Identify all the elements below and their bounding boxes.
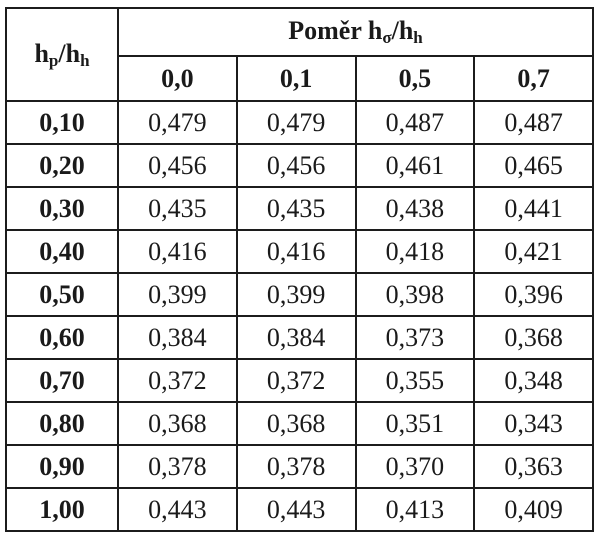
table-cell: 0,355 <box>354 358 476 403</box>
table-cell: 0,373 <box>354 315 476 360</box>
table-row: 0,70 0,372 0,372 0,355 0,348 <box>5 358 594 403</box>
group-header-sub2: h <box>413 28 423 47</box>
table-cell: 0,461 <box>354 143 476 188</box>
table-cell: 0,399 <box>235 272 357 317</box>
table-cell: 0,421 <box>473 229 594 274</box>
table-cell: 0,398 <box>354 272 476 317</box>
column-header: 0,0 <box>117 55 238 102</box>
corner-header-sub1: p <box>48 50 59 70</box>
table-cell: 0,456 <box>117 143 238 188</box>
row-header: 0,50 <box>5 272 119 317</box>
table-cell: 0,435 <box>235 186 357 231</box>
table-cell: 0,348 <box>473 358 594 403</box>
table-row: 0,40 0,416 0,416 0,418 0,421 <box>5 229 594 274</box>
table-cell: 0,372 <box>235 358 357 403</box>
ratio-table: hp/hh Poměr hσ/hh 0,0 0,1 0,5 0,7 0,10 0… <box>5 7 594 532</box>
table-cell: 0,396 <box>473 272 594 317</box>
table-cell: 0,456 <box>235 143 357 188</box>
table-cell: 0,351 <box>354 401 476 446</box>
column-header: 0,5 <box>354 55 476 102</box>
table-cell: 0,368 <box>235 401 357 446</box>
table-cell: 0,443 <box>235 487 357 532</box>
table-cell: 0,413 <box>354 487 476 532</box>
row-header: 0,80 <box>5 401 119 446</box>
row-header: 0,30 <box>5 186 119 231</box>
table-row: 1,00 0,443 0,443 0,413 0,409 <box>5 487 594 532</box>
table-cell: 0,465 <box>473 143 594 188</box>
table-cell: 0,384 <box>117 315 238 360</box>
group-header-slash: /h <box>391 16 414 45</box>
table-cell: 0,409 <box>473 487 594 532</box>
column-header: 0,7 <box>473 55 594 102</box>
column-header: 0,1 <box>235 55 357 102</box>
table-cell: 0,441 <box>473 186 594 231</box>
table-row: 0,60 0,384 0,384 0,373 0,368 <box>5 315 594 360</box>
row-header: 0,90 <box>5 444 119 489</box>
table-cell: 0,378 <box>117 444 238 489</box>
table-cell: 0,343 <box>473 401 594 446</box>
row-header: 0,60 <box>5 315 119 360</box>
group-header-sub1: σ <box>382 28 392 47</box>
table-cell: 0,438 <box>354 186 476 231</box>
table-cell: 0,384 <box>235 315 357 360</box>
header-row-columns: 0,0 0,1 0,5 0,7 <box>6 55 594 102</box>
table-cell: 0,418 <box>354 229 476 274</box>
table-cell: 0,479 <box>235 100 357 145</box>
group-header-pomer: Poměr hσ/hh <box>117 7 594 57</box>
row-header: 1,00 <box>5 487 119 532</box>
cropped-caption-strip <box>0 0 599 8</box>
table-cell: 0,370 <box>354 444 476 489</box>
table-cell: 0,372 <box>117 358 238 403</box>
table-row: 0,90 0,378 0,378 0,370 0,363 <box>5 444 594 489</box>
table-row: 0,30 0,435 0,435 0,438 0,441 <box>5 186 594 231</box>
table-row: 0,80 0,368 0,368 0,351 0,343 <box>5 401 594 446</box>
table-row: 0,20 0,456 0,456 0,461 0,465 <box>5 143 594 188</box>
table-cell: 0,399 <box>117 272 238 317</box>
table-cell: 0,368 <box>473 315 594 360</box>
row-header: 0,10 <box>5 100 119 145</box>
corner-header-sub2: h <box>80 50 90 70</box>
table-cell: 0,363 <box>473 444 594 489</box>
table-cell: 0,368 <box>117 401 238 446</box>
corner-header-main: h <box>34 38 49 68</box>
table-cell: 0,416 <box>117 229 238 274</box>
corner-header-slash: /h <box>58 38 81 68</box>
row-header: 0,40 <box>5 229 119 274</box>
table-cell: 0,435 <box>117 186 238 231</box>
table-row: 0,10 0,479 0,479 0,487 0,487 <box>5 100 594 145</box>
header-row-group: hp/hh Poměr hσ/hh <box>5 7 594 102</box>
row-header: 0,70 <box>5 358 119 403</box>
table-cell: 0,487 <box>354 100 476 145</box>
table-cell: 0,416 <box>235 229 357 274</box>
table-cell: 0,443 <box>117 487 238 532</box>
table-row: 0,50 0,399 0,399 0,398 0,396 <box>5 272 594 317</box>
corner-header-hp-hh: hp/hh <box>5 7 119 102</box>
row-header: 0,20 <box>5 143 119 188</box>
group-header-prefix: Poměr h <box>288 16 383 45</box>
table-cell: 0,487 <box>473 100 594 145</box>
table-cell: 0,479 <box>117 100 238 145</box>
table-cell: 0,378 <box>235 444 357 489</box>
